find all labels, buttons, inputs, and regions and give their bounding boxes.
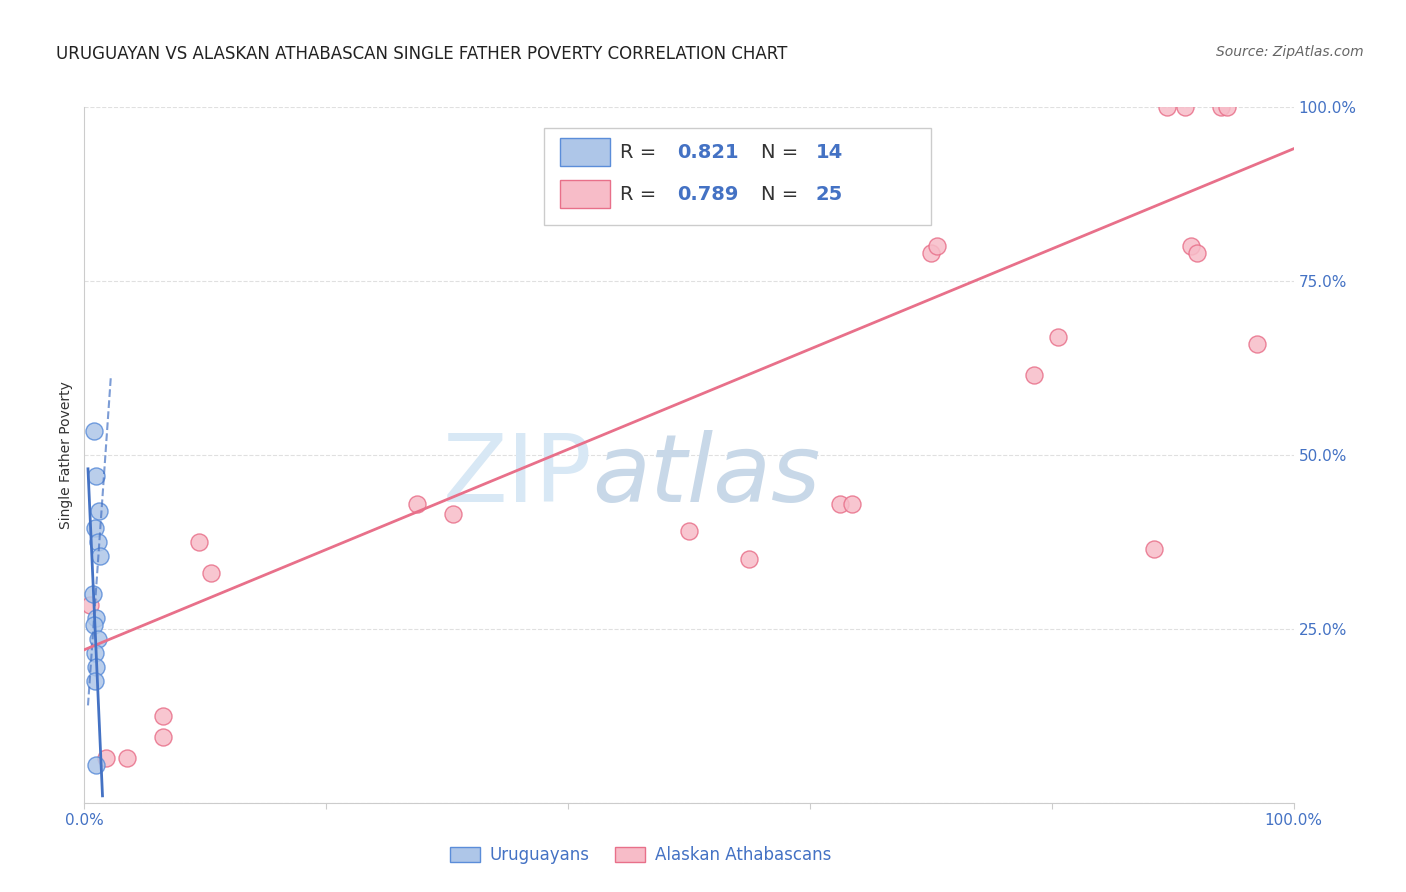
Point (1143, 541, 1166, 556)
Point (84, 646, 107, 660)
Point (1246, 336, 1268, 351)
Point (115, 750, 138, 764)
Point (87, 503, 110, 517)
Point (1209, 100, 1232, 114)
FancyBboxPatch shape (560, 138, 610, 166)
Point (406, 497, 429, 511)
Text: 25: 25 (815, 185, 844, 203)
Point (441, 507, 464, 521)
Point (86, 757, 108, 772)
Point (1185, 246, 1208, 260)
Text: Source: ZipAtlas.com: Source: ZipAtlas.com (1216, 45, 1364, 59)
Point (86, 632, 108, 647)
Point (82, 587, 104, 601)
Point (83, 618, 105, 632)
Text: atlas: atlas (592, 430, 821, 521)
Point (86, 660, 108, 674)
Text: R =: R = (620, 143, 662, 161)
Point (738, 552, 761, 566)
Text: 0.821: 0.821 (676, 143, 738, 161)
Point (86, 468, 108, 483)
Point (1022, 368, 1045, 382)
Point (1156, 100, 1178, 114)
Point (89, 549, 111, 563)
Point (925, 239, 948, 253)
Point (1216, 100, 1239, 114)
Point (920, 246, 942, 260)
Point (188, 534, 211, 549)
Text: ZIP: ZIP (443, 430, 592, 522)
Point (200, 566, 222, 581)
Text: 0.789: 0.789 (676, 185, 738, 203)
Point (94, 750, 117, 764)
Legend: Uruguayans, Alaskan Athabascans: Uruguayans, Alaskan Athabascans (443, 839, 838, 871)
Point (1046, 329, 1069, 343)
Point (86, 534, 108, 549)
Text: URUGUAYAN VS ALASKAN ATHABASCAN SINGLE FATHER POVERTY CORRELATION CHART: URUGUAYAN VS ALASKAN ATHABASCAN SINGLE F… (56, 45, 787, 62)
Point (1180, 239, 1202, 253)
Point (84, 674, 107, 689)
Point (152, 708, 174, 723)
Text: 14: 14 (815, 143, 844, 161)
Y-axis label: Single Father Poverty: Single Father Poverty (59, 381, 73, 529)
Point (83, 424, 105, 438)
Point (841, 497, 863, 511)
Text: N =: N = (762, 185, 806, 203)
Point (1174, 100, 1197, 114)
Point (79, 598, 101, 612)
Point (84, 521, 107, 535)
Point (86, 611, 108, 625)
FancyBboxPatch shape (544, 128, 931, 226)
Text: N =: N = (762, 143, 806, 161)
Text: R =: R = (620, 185, 662, 203)
FancyBboxPatch shape (560, 180, 610, 208)
Point (152, 730, 174, 744)
Point (830, 497, 852, 511)
Point (678, 524, 700, 539)
